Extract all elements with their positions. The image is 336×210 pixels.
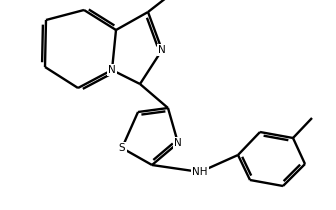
Text: N: N [174,138,182,148]
Text: N: N [108,65,116,75]
Text: N: N [158,45,166,55]
Text: NH: NH [192,167,208,177]
Text: S: S [119,143,125,153]
